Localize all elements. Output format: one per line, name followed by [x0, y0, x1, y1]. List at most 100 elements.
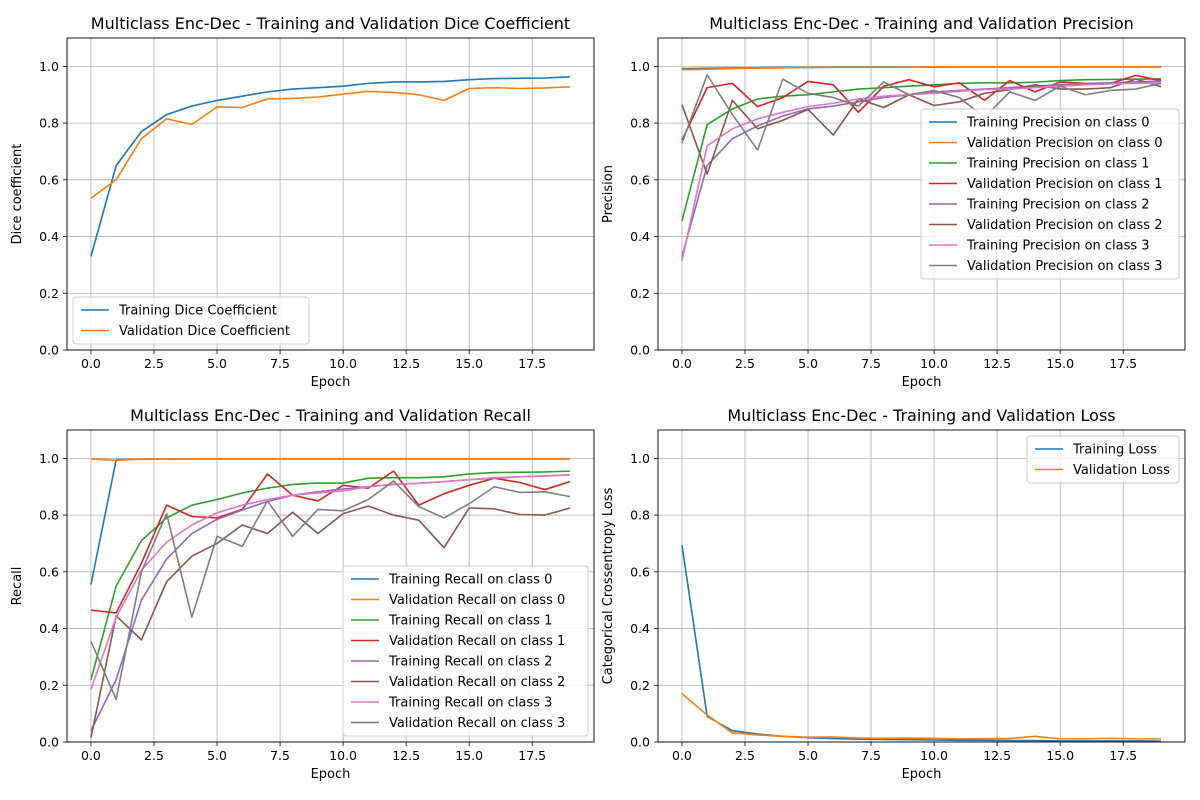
x-tick-label: 12.5	[392, 356, 420, 371]
ticks: 0.0 2.5 5.0 7.5 10.0 12.5 15.0 17.5 0.0 0.2 0.4 0.6…	[39, 451, 546, 763]
x-tick-label: 12.5	[983, 356, 1011, 371]
x-tick-label: 10.0	[920, 356, 948, 371]
x-tick-label: 7.5	[861, 748, 881, 763]
x-tick-label: 5.0	[207, 356, 227, 371]
series-line	[681, 693, 1162, 740]
legend-label: Training Recall on class 3	[388, 696, 552, 711]
x-tick-label: 17.5	[518, 356, 546, 371]
series-line	[681, 66, 1162, 71]
x-axis-label: Epoch	[902, 375, 942, 390]
legend-label: Training Precision on class 3	[966, 239, 1150, 254]
axes-frame	[66, 37, 595, 351]
legend-label: Training Precision on class 0	[966, 116, 1150, 131]
ticks: 0.0 2.5 5.0 7.5 10.0 12.5 15.0 17.5 0.0 0.2 0.4 0.6…	[630, 59, 1137, 371]
x-tick-label: 5.0	[207, 748, 227, 763]
series-lines	[90, 76, 571, 257]
legend-label: Validation Precision on class 0	[967, 136, 1162, 151]
y-tick-label: 0.2	[630, 678, 650, 693]
x-tick-label: 10.0	[920, 748, 948, 763]
legend: Training Loss Validation Loss	[1026, 435, 1180, 484]
legend-label: Training Recall on class 2	[388, 655, 552, 670]
x-tick-label: 0.0	[81, 748, 101, 763]
x-tick-label: 2.5	[735, 748, 755, 763]
x-tick-label: 15.0	[455, 356, 483, 371]
ticks: 0.0 2.5 5.0 7.5 10.0 12.5 15.0 17.5 0.0 0.2 0.4 0.6…	[630, 451, 1137, 763]
x-tick-label: 17.5	[1109, 748, 1137, 763]
x-axis-label: Epoch	[311, 375, 351, 390]
legend: Training Dice Coefficient Validation Dice…	[72, 296, 310, 345]
legend: Training Recall on class 0 Validation Rec…	[342, 565, 589, 737]
x-tick-label: 7.5	[861, 356, 881, 371]
y-tick-label: 0.4	[39, 621, 59, 636]
series-lines	[681, 66, 1162, 261]
y-tick-label: 1.0	[39, 451, 59, 466]
y-tick-label: 1.0	[630, 451, 650, 466]
x-tick-label: 15.0	[1046, 748, 1074, 763]
x-tick-label: 15.0	[1046, 356, 1074, 371]
legend-label: Validation Precision on class 1	[967, 177, 1162, 192]
x-tick-label: 0.0	[672, 356, 692, 371]
series-line	[681, 78, 1162, 175]
x-tick-label: 15.0	[455, 748, 483, 763]
y-tick-label: 0.4	[630, 229, 650, 244]
y-tick-label: 0.6	[630, 564, 650, 579]
x-tick-label: 0.0	[672, 748, 692, 763]
subplot-loss: 0.0 2.5 5.0 7.5 10.0 12.5 15.0 17.5 0.0 0.2 0.4 0.6…	[601, 406, 1186, 782]
legend-label: Training Loss	[1072, 443, 1157, 458]
series-line	[90, 458, 571, 462]
x-axis-label: Epoch	[311, 767, 351, 782]
y-tick-label: 0.0	[39, 343, 59, 358]
ticks: 0.0 2.5 5.0 7.5 10.0 12.5 15.0 17.5 0.0 0.2 0.4 0.6…	[39, 59, 546, 371]
series-line	[90, 76, 571, 257]
x-axis-label: Epoch	[902, 767, 942, 782]
axes-frame	[66, 429, 595, 743]
legend-label: Validation Recall on class 1	[389, 634, 565, 649]
x-tick-label: 7.5	[270, 356, 290, 371]
subplot-recall: 0.0 2.5 5.0 7.5 10.0 12.5 15.0 17.5 0.0 0.2 0.4 0.6…	[10, 406, 595, 782]
legend-label: Validation Recall on class 3	[389, 716, 565, 731]
legend-label: Validation Recall on class 2	[389, 675, 565, 690]
x-tick-label: 17.5	[518, 748, 546, 763]
legend-label: Training Dice Coefficient	[118, 304, 277, 319]
legend-label: Training Precision on class 1	[966, 157, 1150, 172]
x-tick-label: 5.0	[798, 356, 818, 371]
y-tick-label: 0.0	[630, 735, 650, 750]
x-tick-label: 2.5	[144, 748, 164, 763]
y-tick-label: 0.6	[39, 564, 59, 579]
x-tick-label: 7.5	[270, 748, 290, 763]
y-tick-label: 0.4	[39, 229, 59, 244]
legend-label: Validation Precision on class 2	[967, 218, 1162, 233]
legend-box	[1026, 435, 1180, 484]
series-line	[90, 480, 571, 701]
x-tick-label: 17.5	[1109, 356, 1137, 371]
legend-label: Validation Loss	[1073, 463, 1170, 478]
legend: Training Precision on class 0 Validation …	[920, 108, 1180, 280]
axes-frame	[657, 429, 1186, 743]
legend-box	[342, 565, 589, 737]
legend-box	[72, 296, 310, 345]
y-axis-label: Precision	[601, 165, 616, 223]
x-tick-label: 5.0	[798, 748, 818, 763]
legend-label: Validation Recall on class 0	[389, 593, 565, 608]
legend-label: Validation Precision on class 3	[967, 259, 1162, 274]
subplot-precision: 0.0 2.5 5.0 7.5 10.0 12.5 15.0 17.5 0.0 0.2 0.4 0.6…	[601, 14, 1186, 390]
x-tick-label: 2.5	[144, 356, 164, 371]
y-tick-label: 0.4	[630, 621, 650, 636]
x-tick-label: 2.5	[735, 356, 755, 371]
chart-title: Multiclass Enc-Dec - Training and Valida…	[91, 14, 570, 33]
y-tick-label: 0.6	[630, 172, 650, 187]
chart-title: Multiclass Enc-Dec - Training and Valida…	[727, 406, 1115, 425]
series-line	[90, 470, 571, 680]
y-tick-label: 0.6	[39, 172, 59, 187]
y-tick-label: 0.8	[630, 116, 650, 131]
x-tick-label: 10.0	[329, 356, 357, 371]
y-tick-label: 0.2	[630, 286, 650, 301]
y-axis-label: Recall	[10, 567, 25, 606]
y-tick-label: 0.0	[630, 343, 650, 358]
series-line	[681, 78, 1162, 222]
legend-label: Validation Dice Coefficient	[119, 324, 290, 339]
legend-label: Training Recall on class 1	[388, 614, 552, 629]
axes-frame	[657, 37, 1186, 351]
x-tick-label: 0.0	[81, 356, 101, 371]
